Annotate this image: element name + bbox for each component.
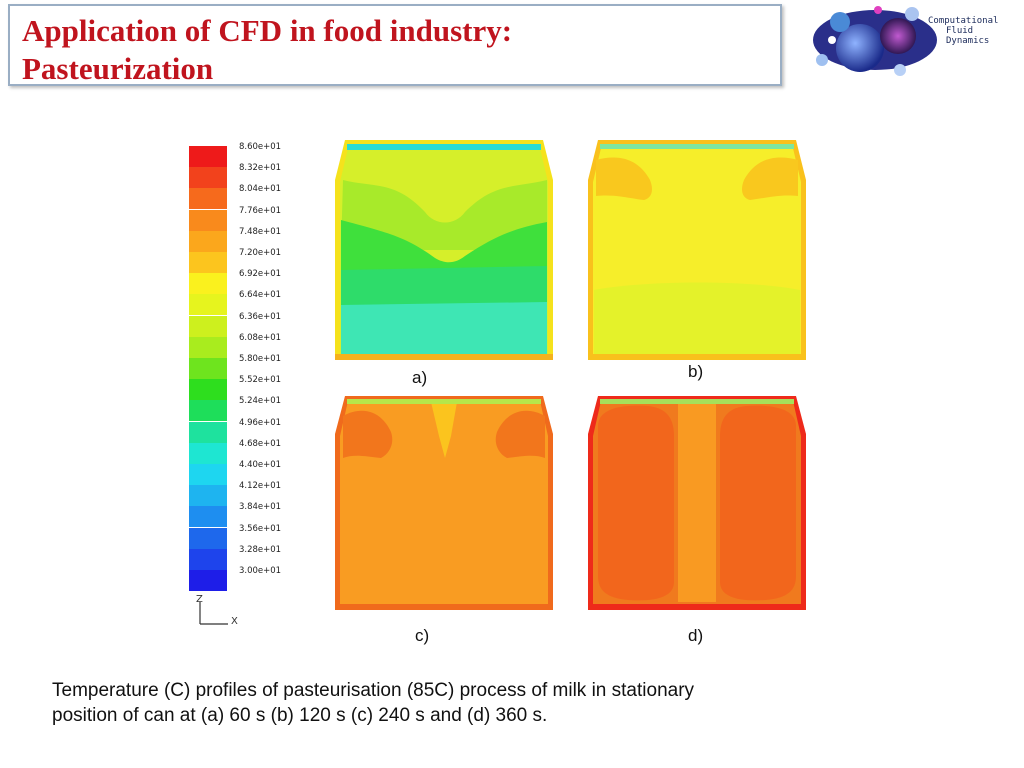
legend-swatch [189, 294, 227, 316]
legend-swatch [189, 146, 227, 167]
legend-swatch [189, 400, 227, 422]
logo-text-1: Computational [928, 16, 999, 26]
contour-panel-b [588, 140, 806, 360]
panel-label-d: d) [688, 626, 704, 645]
contour-panel-d [588, 396, 806, 610]
figure-caption: Temperature (C) profiles of pasteurisati… [52, 678, 952, 728]
legend-label: 8.04e+01 [239, 184, 282, 195]
legend-swatch [189, 230, 227, 252]
slide-title: Application of CFD in food industry: Pas… [22, 12, 774, 88]
legend-swatch [189, 548, 227, 570]
legend-swatch [189, 442, 227, 464]
legend-label: 6.92e+01 [239, 269, 282, 280]
title-box: Application of CFD in food industry: Pas… [8, 4, 782, 86]
legend-swatch [189, 358, 227, 379]
legend-label: 5.52e+01 [239, 375, 282, 386]
legend-label: 6.64e+01 [239, 290, 282, 301]
legend-swatch [189, 527, 227, 549]
legend-label: 8.32e+01 [239, 163, 282, 174]
legend-label: 4.40e+01 [239, 460, 282, 470]
legend-swatch [189, 209, 227, 231]
legend-label: 7.76e+01 [239, 205, 282, 216]
panel-label-a: a) [412, 368, 428, 387]
legend-label: 5.80e+01 [239, 354, 282, 364]
logo-graphic [813, 6, 937, 76]
legend-label: 5.24e+01 [239, 396, 282, 407]
legend-label: 3.84e+01 [239, 502, 282, 513]
legend-label: 3.56e+01 [239, 523, 282, 534]
axis-label-x: X [231, 616, 238, 627]
logo-text-2: Fluid [946, 26, 974, 36]
legend-swatch [189, 273, 227, 295]
legend-swatch [189, 485, 227, 507]
legend-label: 4.12e+01 [239, 481, 282, 492]
legend-label: 7.48e+01 [239, 226, 282, 237]
legend-label: 6.08e+01 [239, 332, 282, 343]
legend-label: 8.60e+01 [239, 142, 282, 152]
legend-swatch [189, 336, 227, 358]
panel-label-c: c) [415, 626, 430, 645]
legend-label: 6.36e+01 [239, 311, 282, 322]
legend-label: 7.20e+01 [239, 248, 282, 258]
legend-swatch [189, 570, 227, 591]
legend-swatch [189, 379, 227, 401]
legend-label: 4.68e+01 [239, 438, 282, 449]
contour-panel-c [335, 396, 553, 610]
axis-label-z: Z [196, 594, 203, 605]
legend-swatch [189, 167, 227, 189]
panel-label-b: b) [688, 362, 704, 381]
legend-label: 4.96e+01 [239, 417, 282, 428]
legend-swatch [189, 506, 227, 528]
legend-swatch [189, 464, 227, 485]
legend-swatch [189, 252, 227, 273]
title-line-2: Pasteurization [22, 51, 214, 86]
title-line-1: Application of CFD in food industry: [22, 13, 513, 48]
logo-text-3: Dynamics [946, 36, 990, 46]
caption-line-2: position of can at (a) 60 s (b) 120 s (c… [52, 705, 548, 726]
legend-swatch [189, 421, 227, 443]
axis-triad-icon [199, 602, 228, 625]
cfd-logo: Computational Fluid Dynamics [800, 2, 1012, 78]
axis-triad: Z X [190, 594, 250, 634]
legend-swatch [189, 188, 227, 210]
caption-line-1: Temperature (C) profiles of pasteurisati… [52, 680, 695, 701]
legend-swatch [189, 315, 227, 337]
contour-panel-a [335, 140, 553, 360]
legend-label: 3.00e+01 [239, 566, 282, 576]
legend-label: 3.28e+01 [239, 544, 282, 555]
